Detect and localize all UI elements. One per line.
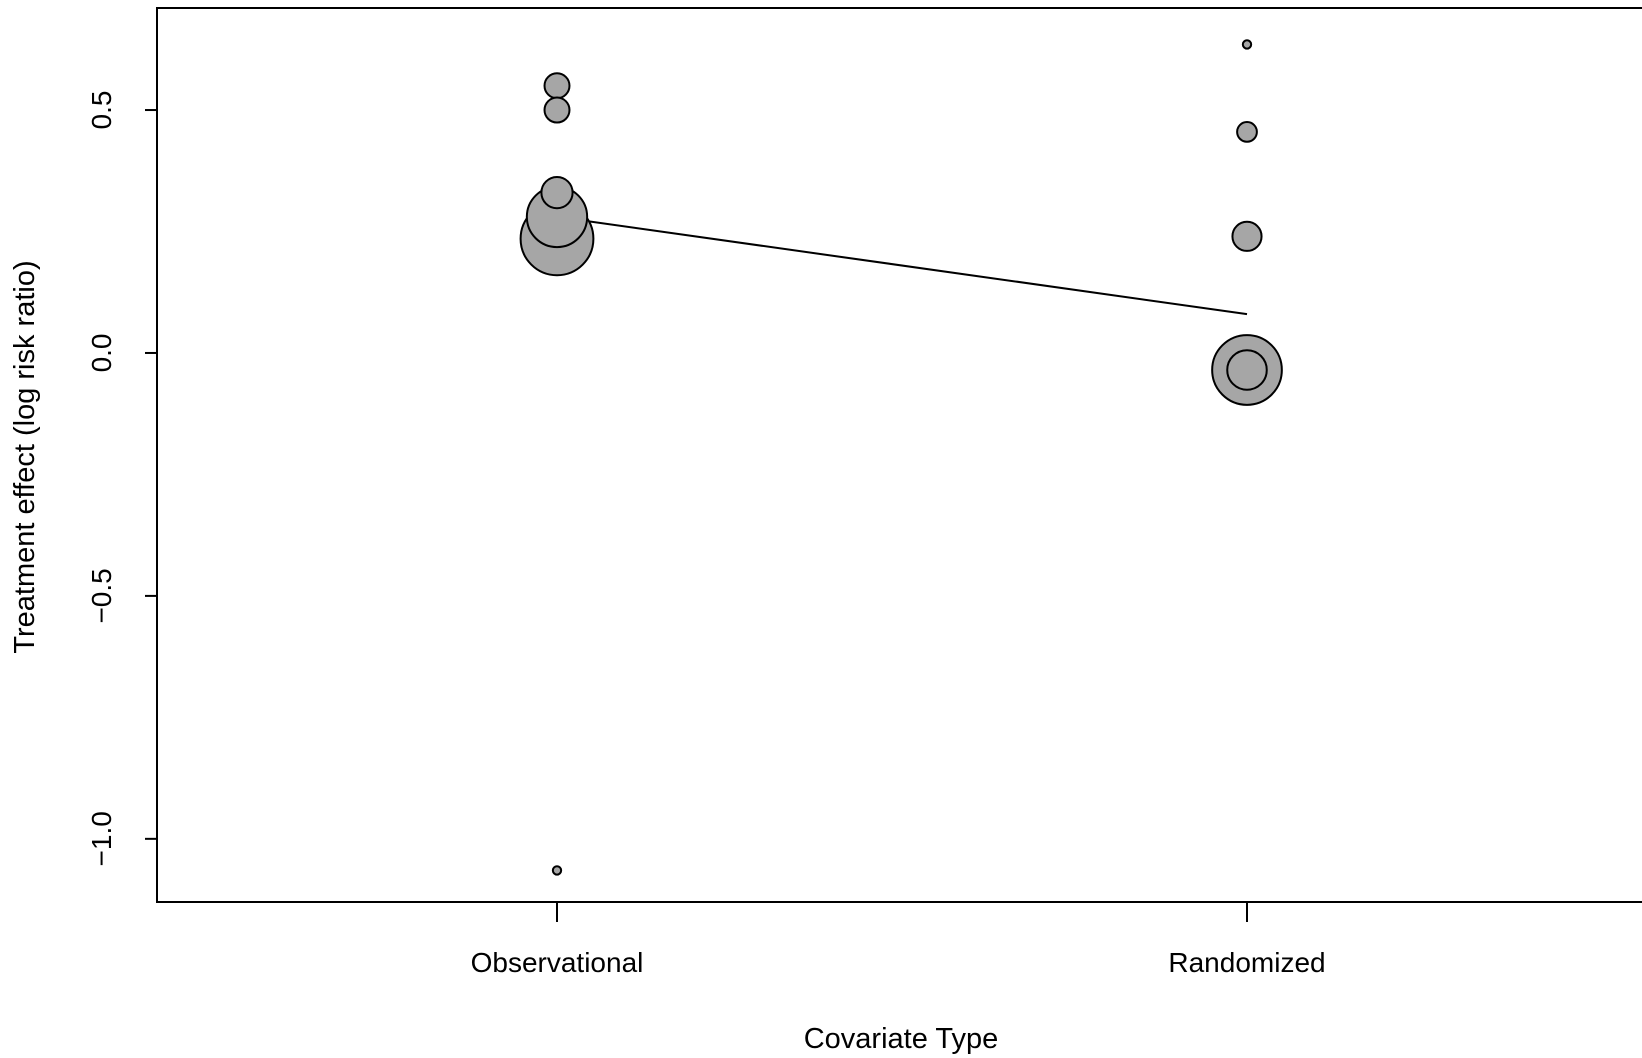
y-tick-label-2: 0.0 [86, 333, 117, 372]
x-tick-label-0: Observational [471, 947, 644, 978]
data-point-5 [551, 865, 563, 876]
fit-line-group [556, 215, 1248, 316]
data-point-0 [543, 72, 571, 100]
plot-frame [156, 7, 1642, 903]
y-tick-label-0: −1.0 [86, 811, 117, 866]
x-tick-label-1: Randomized [1168, 947, 1325, 978]
y-tick-label-1: −0.5 [86, 568, 117, 623]
y-tick-label-3: 0.5 [86, 91, 117, 130]
data-point-7 [1236, 121, 1258, 143]
y-axis-title: Treatment effect (log risk ratio) [9, 260, 41, 653]
data-point-6 [1241, 39, 1253, 50]
points-group [519, 39, 1283, 876]
fit-line [556, 215, 1248, 316]
x-axis: Observational Randomized [471, 902, 1326, 978]
y-axis: −1.0 −0.5 0.0 0.5 [86, 91, 157, 866]
data-point-2 [540, 176, 574, 210]
data-point-8 [1231, 220, 1263, 252]
data-point-1 [543, 96, 571, 124]
x-axis-title: Covariate Type [804, 1023, 999, 1055]
data-point-10 [1226, 349, 1268, 391]
